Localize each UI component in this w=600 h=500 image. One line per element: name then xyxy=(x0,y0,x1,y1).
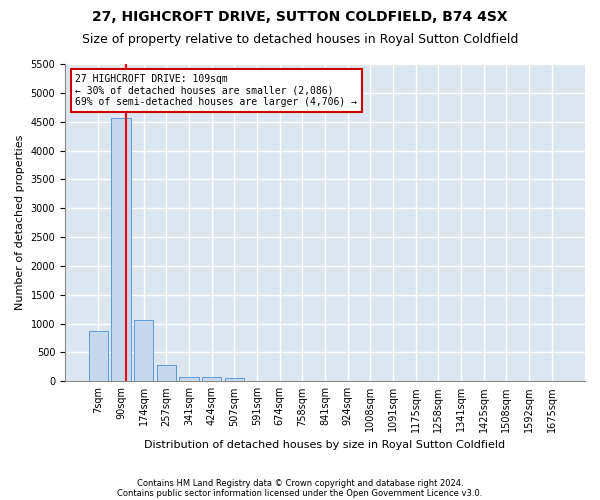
Bar xyxy=(134,320,153,382)
Bar xyxy=(202,376,221,382)
Bar xyxy=(112,118,131,382)
Text: Size of property relative to detached houses in Royal Sutton Coldfield: Size of property relative to detached ho… xyxy=(82,32,518,46)
Text: 27 HIGHCROFT DRIVE: 109sqm
← 30% of detached houses are smaller (2,086)
69% of s: 27 HIGHCROFT DRIVE: 109sqm ← 30% of deta… xyxy=(76,74,358,106)
Text: 27, HIGHCROFT DRIVE, SUTTON COLDFIELD, B74 4SX: 27, HIGHCROFT DRIVE, SUTTON COLDFIELD, B… xyxy=(92,10,508,24)
X-axis label: Distribution of detached houses by size in Royal Sutton Coldfield: Distribution of detached houses by size … xyxy=(145,440,506,450)
Bar xyxy=(224,378,244,382)
Text: Contains HM Land Registry data © Crown copyright and database right 2024.: Contains HM Land Registry data © Crown c… xyxy=(137,478,463,488)
Bar xyxy=(89,330,108,382)
Bar xyxy=(179,376,199,382)
Bar xyxy=(157,364,176,382)
Text: Contains public sector information licensed under the Open Government Licence v3: Contains public sector information licen… xyxy=(118,488,482,498)
Y-axis label: Number of detached properties: Number of detached properties xyxy=(15,135,25,310)
